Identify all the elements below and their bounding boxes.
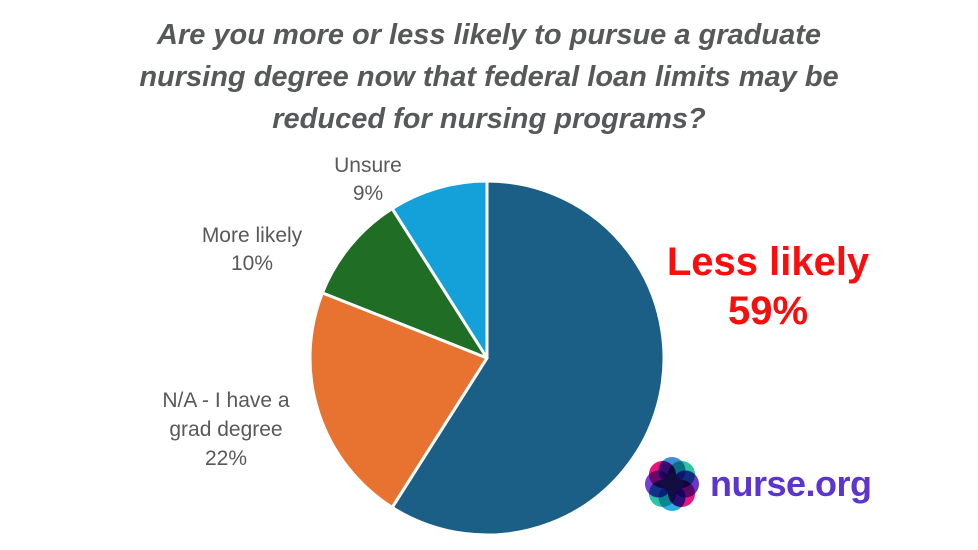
label-na-value: 22% xyxy=(204,447,248,470)
label-na-line-1: N/A - I have a xyxy=(162,389,290,412)
pie-slice-more-likely xyxy=(320,207,489,360)
label-more-likely-text: More likely xyxy=(201,224,303,247)
pie-slice-unsure xyxy=(390,179,489,360)
pie-slice-n-a-i-have-a-grad-degree xyxy=(308,291,489,509)
pie-slice-less-likely xyxy=(390,179,666,537)
label-na-grad-degree: N/A - I have a grad degree 22% xyxy=(131,386,321,473)
label-unsure-value: 9% xyxy=(352,182,384,205)
label-unsure-text: Unsure xyxy=(334,154,402,177)
chart-title: Are you more or less likely to pursue a … xyxy=(0,14,978,140)
label-na-line-2: grad degree xyxy=(169,418,283,441)
label-unsure: Unsure 9% xyxy=(298,152,438,208)
flower-center xyxy=(659,471,685,497)
nurse-org-logo: nurse.org xyxy=(644,456,872,512)
chart-title-line-3: reduced for nursing programs? xyxy=(272,103,706,135)
chart-title-line-2: nursing degree now that federal loan lim… xyxy=(139,61,839,93)
label-less-likely-text: Less likely xyxy=(666,240,870,284)
nurse-org-wordmark: nurse.org xyxy=(710,463,872,504)
label-more-likely-value: 10% xyxy=(230,252,274,275)
chart-title-line-1: Are you more or less likely to pursue a … xyxy=(157,19,821,51)
label-more-likely: More likely 10% xyxy=(172,222,332,278)
label-less-likely-value: 59% xyxy=(727,289,809,333)
label-less-likely: Less likely 59% xyxy=(623,238,913,336)
flower-icon xyxy=(645,457,699,511)
